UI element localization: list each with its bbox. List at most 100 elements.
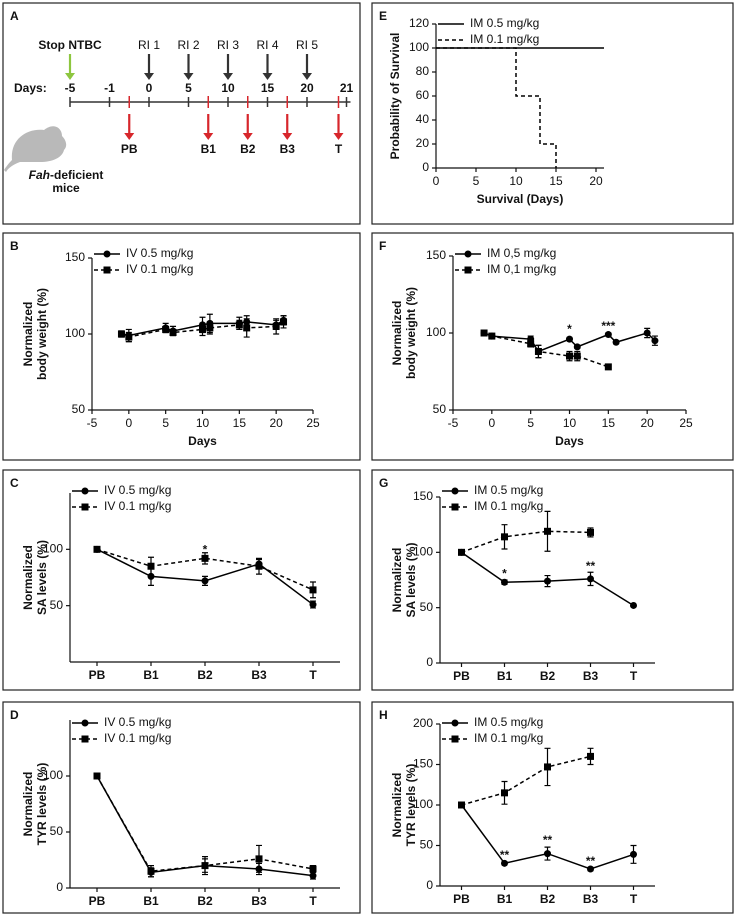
data-point <box>587 528 594 536</box>
panel-frame <box>371 701 734 914</box>
data-point <box>169 328 177 336</box>
legend-label: IV 0.1 mg/kg <box>104 731 171 745</box>
data-point <box>630 850 637 858</box>
data-point <box>125 333 133 341</box>
data-point <box>309 586 317 594</box>
series-line <box>483 332 656 353</box>
legend-marker <box>451 719 459 727</box>
x-tick-label: B2 <box>540 892 556 906</box>
y-tick-label: 0 <box>426 655 433 669</box>
x-axis-label: Days <box>188 434 217 448</box>
x-tick-label: T <box>309 894 317 908</box>
sample-label: T <box>335 142 343 156</box>
subject-line2: mice <box>52 181 80 195</box>
panel-letter: B <box>10 239 19 253</box>
annotation: ** <box>586 854 596 868</box>
injection-label: RI 4 <box>256 38 278 52</box>
subject-name: Fah <box>29 168 50 182</box>
x-axis-label: Survival (Days) <box>477 192 564 206</box>
legend-marker <box>81 719 89 727</box>
data-point <box>544 850 551 858</box>
y-tick-label: 0 <box>56 880 63 894</box>
legend-marker <box>451 487 459 495</box>
subject-rest: -deficient <box>50 168 103 182</box>
data-point <box>458 548 465 556</box>
sample-label: B1 <box>201 142 217 156</box>
legend-marker <box>81 735 89 743</box>
y-axis-label: body weight (%) <box>35 288 49 380</box>
data-point <box>147 867 155 875</box>
x-tick-label: -5 <box>448 416 459 430</box>
y-tick-label: 40 <box>416 112 430 126</box>
sample-label: B2 <box>240 142 256 156</box>
day-label: -5 <box>65 81 76 95</box>
x-tick-label: PB <box>453 892 470 906</box>
mouse-icon <box>4 126 67 172</box>
y-axis-label: TYR levels (%) <box>404 764 418 847</box>
x-tick-label: B3 <box>583 669 599 683</box>
legend-marker <box>464 250 472 258</box>
data-point <box>501 789 508 797</box>
data-point <box>566 352 573 360</box>
x-tick-label: 15 <box>549 174 563 188</box>
y-axis-label: Normalized <box>21 302 35 367</box>
data-point <box>501 533 508 541</box>
day-label: 15 <box>261 81 275 95</box>
data-point <box>587 865 594 873</box>
series-line <box>121 321 284 338</box>
panel-letter: C <box>10 476 19 490</box>
y-axis-label: Normalized <box>390 301 404 366</box>
legend-label: IV 0.5 mg/kg <box>126 246 193 260</box>
legend-marker <box>81 487 89 495</box>
x-tick-label: B2 <box>197 668 213 682</box>
data-point <box>534 347 542 355</box>
data-point <box>573 343 581 351</box>
legend-label: IM 0.1 mg/kg <box>474 499 543 513</box>
y-tick-label: 100 <box>43 768 63 782</box>
data-point <box>527 340 535 348</box>
y-axis-label: Probability of Survival <box>388 33 402 160</box>
y-tick-label: 60 <box>416 88 430 102</box>
legend-label: IM 0,5 mg/kg <box>487 246 556 260</box>
legend-label: IV 0.1 mg/kg <box>126 262 193 276</box>
panel-frame <box>2 469 361 691</box>
legend-label: IM 0,1 mg/kg <box>487 262 556 276</box>
subject-label: Fah-deficient <box>29 168 104 182</box>
x-tick-label: 5 <box>527 416 534 430</box>
data-point <box>93 772 101 780</box>
data-point <box>255 562 263 570</box>
day-label: 21 <box>340 81 354 95</box>
panel-frame <box>2 2 361 225</box>
day-label: 10 <box>221 81 235 95</box>
sample-label: PB <box>121 142 138 156</box>
series-line <box>96 548 314 591</box>
legend-label: IM 0.5 mg/kg <box>474 483 543 497</box>
arrow-head <box>242 133 253 140</box>
annotation: * <box>502 567 507 581</box>
injection-label: RI 3 <box>217 38 239 52</box>
x-tick-label: 10 <box>196 416 210 430</box>
injection-label: RI 2 <box>177 38 199 52</box>
x-tick-label: 25 <box>679 416 693 430</box>
x-tick-label: B3 <box>251 894 267 908</box>
arrow-head <box>144 73 154 80</box>
annotation: ** <box>543 833 553 847</box>
sample-label: B3 <box>280 142 296 156</box>
legend-marker <box>464 266 472 274</box>
x-tick-label: 0 <box>433 174 440 188</box>
arrow-head <box>183 73 194 80</box>
data-point <box>630 601 637 609</box>
arrow-head <box>223 73 233 80</box>
data-point <box>587 752 594 760</box>
x-axis-label: Days <box>555 434 584 448</box>
x-tick-label: 15 <box>602 416 616 430</box>
legend-marker <box>451 735 459 743</box>
x-tick-label: 5 <box>162 416 169 430</box>
y-axis-label: SA levels (%) <box>35 540 49 615</box>
arrow-head <box>124 133 135 140</box>
x-tick-label: T <box>630 669 638 683</box>
x-tick-label: B1 <box>143 894 159 908</box>
x-tick-label: 25 <box>306 416 320 430</box>
y-tick-label: 0 <box>422 160 429 174</box>
y-tick-label: 150 <box>65 250 85 264</box>
